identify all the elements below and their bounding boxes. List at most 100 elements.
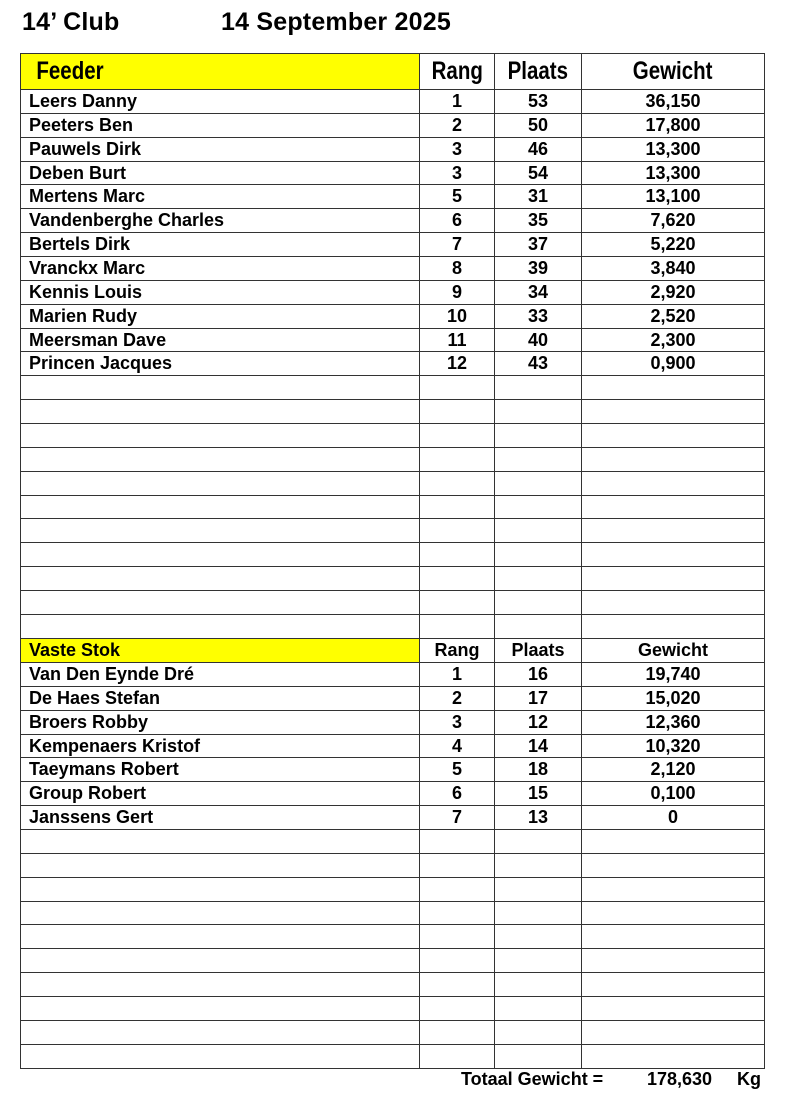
cell-gewicht: 7,620 bbox=[581, 208, 765, 234]
cell-plaats bbox=[494, 1019, 582, 1045]
table-row: Group Robert 6 15 0,100 bbox=[20, 781, 765, 807]
cell-plaats bbox=[494, 399, 582, 425]
cell-plaats: 54 bbox=[494, 160, 582, 186]
table-row: Janssens Gert 7 13 0 bbox=[20, 805, 765, 831]
empty-row bbox=[20, 1019, 765, 1045]
cell-gewicht: 13,300 bbox=[581, 136, 765, 162]
cell-plaats: 13 bbox=[494, 805, 582, 831]
cell-plaats: 34 bbox=[494, 279, 582, 305]
cell-rang: 9 bbox=[419, 279, 495, 305]
cell-plaats bbox=[494, 446, 582, 472]
cell-name bbox=[20, 375, 420, 401]
cell-name: Princen Jacques bbox=[20, 351, 420, 377]
event-date: 14 September 2025 bbox=[221, 8, 451, 36]
cell-rang: 2 bbox=[419, 112, 495, 138]
cell-name: Group Robert bbox=[20, 781, 420, 807]
cell-plaats: 35 bbox=[494, 208, 582, 234]
table-row: Vranckx Marc 8 39 3,840 bbox=[20, 256, 765, 281]
empty-row bbox=[20, 542, 765, 568]
cell-name: Broers Robby bbox=[20, 709, 420, 735]
cell-rang bbox=[419, 852, 495, 878]
cell-gewicht bbox=[581, 852, 765, 878]
cell-name: Taeymans Robert bbox=[20, 757, 420, 783]
cell-gewicht bbox=[581, 924, 765, 950]
feeder-header-row: Feeder Rang Plaats Gewicht bbox=[20, 53, 765, 90]
cell-rang: 6 bbox=[419, 781, 495, 807]
cell-name bbox=[20, 852, 420, 878]
cell-name: Mertens Marc bbox=[20, 184, 420, 210]
cell-rang bbox=[419, 900, 495, 926]
cell-plaats: 53 bbox=[494, 89, 582, 114]
cell-gewicht bbox=[581, 542, 765, 568]
col-gewicht: Gewicht bbox=[581, 53, 765, 90]
cell-plaats: 12 bbox=[494, 709, 582, 735]
total-unit: Kg bbox=[737, 1069, 761, 1089]
cell-gewicht bbox=[581, 518, 765, 544]
cell-rang bbox=[419, 446, 495, 472]
cell-gewicht: 17,800 bbox=[581, 112, 765, 138]
cell-name: Janssens Gert bbox=[20, 805, 420, 831]
cell-rang bbox=[419, 996, 495, 1021]
cell-name: Peeters Ben bbox=[20, 112, 420, 138]
cell-plaats: 17 bbox=[494, 685, 582, 711]
cell-gewicht bbox=[581, 375, 765, 401]
cell-plaats bbox=[494, 375, 582, 401]
cell-rang: 1 bbox=[419, 662, 495, 687]
cell-plaats: 14 bbox=[494, 733, 582, 759]
cell-plaats bbox=[494, 972, 582, 998]
table-row: Pauwels Dirk 3 46 13,300 bbox=[20, 136, 765, 162]
cell-plaats: 46 bbox=[494, 136, 582, 162]
cell-name bbox=[20, 423, 420, 448]
cell-plaats: 40 bbox=[494, 327, 582, 353]
cell-gewicht bbox=[581, 948, 765, 974]
empty-row bbox=[20, 972, 765, 998]
empty-row bbox=[20, 566, 765, 592]
cell-gewicht bbox=[581, 470, 765, 496]
cell-rang: 8 bbox=[419, 256, 495, 281]
cell-rang: 12 bbox=[419, 351, 495, 377]
empty-row bbox=[20, 876, 765, 902]
cell-rang bbox=[419, 924, 495, 950]
cell-gewicht bbox=[581, 399, 765, 425]
col-plaats: Plaats bbox=[494, 53, 582, 90]
empty-row bbox=[20, 852, 765, 878]
cell-gewicht: 10,320 bbox=[581, 733, 765, 759]
cell-plaats: 39 bbox=[494, 256, 582, 281]
empty-row bbox=[20, 446, 765, 472]
cell-rang: 10 bbox=[419, 303, 495, 329]
cell-rang bbox=[419, 470, 495, 496]
empty-row bbox=[20, 470, 765, 496]
table-row: Taeymans Robert 5 18 2,120 bbox=[20, 757, 765, 783]
empty-row bbox=[20, 375, 765, 401]
cell-gewicht: 3,840 bbox=[581, 256, 765, 281]
cell-plaats: 31 bbox=[494, 184, 582, 210]
total-value: 178,630 bbox=[647, 1069, 713, 1089]
empty-row bbox=[20, 948, 765, 974]
table-row: Kempenaers Kristof 4 14 10,320 bbox=[20, 733, 765, 759]
cell-rang: 7 bbox=[419, 805, 495, 831]
cell-gewicht: 0,900 bbox=[581, 351, 765, 377]
cell-name bbox=[20, 948, 420, 974]
table-row: Peeters Ben 2 50 17,800 bbox=[20, 112, 765, 138]
total-label: Totaal Gewicht = bbox=[461, 1069, 604, 1089]
cell-gewicht bbox=[581, 900, 765, 926]
cell-plaats bbox=[494, 590, 582, 615]
feeder-title: Feeder bbox=[20, 53, 420, 90]
cell-plaats bbox=[494, 924, 582, 950]
cell-name bbox=[20, 900, 420, 926]
empty-row bbox=[20, 996, 765, 1021]
cell-name: Deben Burt bbox=[20, 160, 420, 186]
cell-gewicht: 13,100 bbox=[581, 184, 765, 210]
cell-name bbox=[20, 1043, 420, 1069]
cell-plaats: 50 bbox=[494, 112, 582, 138]
cell-rang bbox=[419, 1043, 495, 1069]
cell-gewicht bbox=[581, 613, 765, 639]
cell-gewicht bbox=[581, 446, 765, 472]
table-row: Kennis Louis 9 34 2,920 bbox=[20, 279, 765, 305]
cell-plaats bbox=[494, 829, 582, 854]
empty-row bbox=[20, 518, 765, 544]
cell-gewicht bbox=[581, 972, 765, 998]
cell-name: Pauwels Dirk bbox=[20, 136, 420, 162]
cell-gewicht: 2,520 bbox=[581, 303, 765, 329]
col-rang: Rang bbox=[419, 638, 495, 663]
